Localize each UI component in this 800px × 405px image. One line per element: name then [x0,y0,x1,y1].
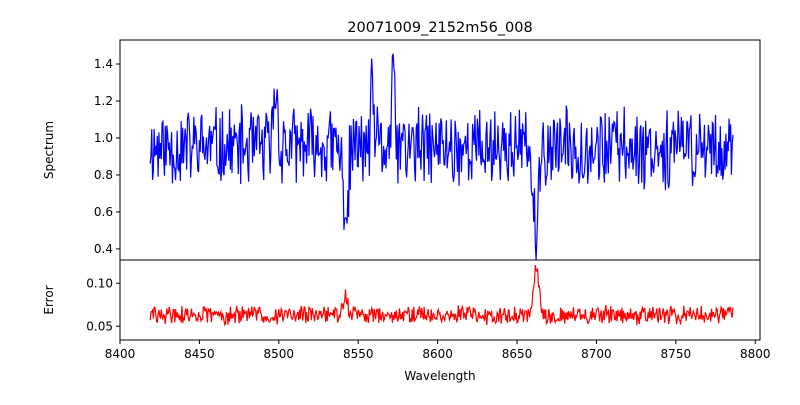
wavelength-x-axis: 8400 8450 8500 8550 8600 8650 8700 8750 8800 [105,340,771,361]
y-tick-label: 0.05 [86,319,113,333]
y-tick-label: 1.2 [94,94,113,108]
spectrum-y-axis-label: Spectrum [42,121,56,179]
x-tick-label: 8600 [422,347,453,361]
error-line [149,264,734,327]
wavelength-x-axis-label: Wavelength [404,369,475,383]
error-panel: 0.05 0.10 8400 8450 8500 8550 8600 8650 8700 875… [42,259,771,383]
x-tick-label: 8700 [581,347,612,361]
spectrum-line [149,53,734,261]
error-axes-frame [119,259,761,341]
error-y-axis-label: Error [42,285,56,314]
x-tick-label: 8550 [343,347,374,361]
y-tick-label: 0.6 [94,205,113,219]
y-tick-label: 0.4 [94,242,113,256]
spectrum-y-axis: 0.4 0.6 0.8 1.0 1.2 1.4 [94,57,120,256]
x-tick-label: 8500 [264,347,295,361]
error-series [149,264,734,327]
x-tick-label: 8450 [184,347,215,361]
x-tick-label: 8750 [661,347,692,361]
spectrum-series [149,53,734,261]
x-tick-label: 8400 [105,347,136,361]
y-tick-label: 0.8 [94,168,113,182]
y-tick-label: 1.4 [94,57,113,71]
x-tick-label: 8650 [502,347,533,361]
y-tick-label: 0.10 [86,276,113,290]
y-tick-label: 1.0 [94,131,113,145]
x-tick-label: 8800 [740,347,771,361]
chart-title: 20071009_2152m56_008 [347,20,532,36]
error-y-axis: 0.05 0.10 [86,276,120,333]
